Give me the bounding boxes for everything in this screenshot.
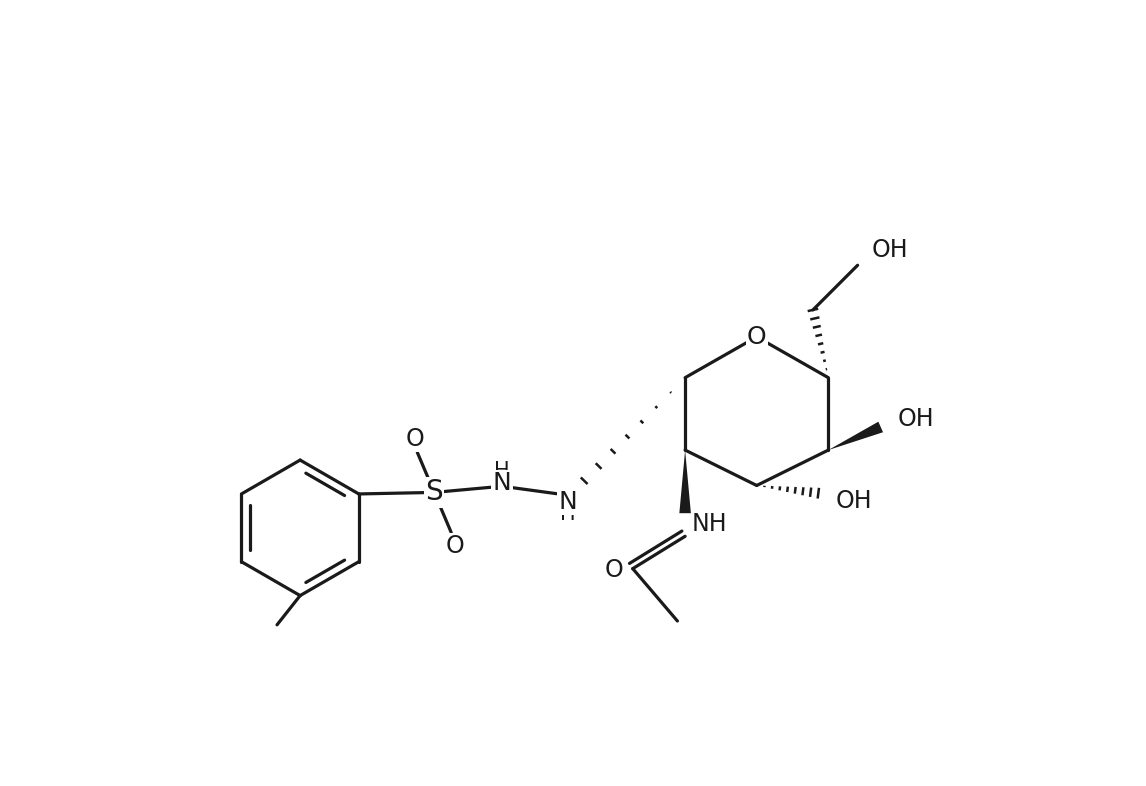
Text: OH: OH [871,238,908,262]
Text: N: N [493,471,511,495]
Text: O: O [605,558,623,582]
Text: O: O [446,534,464,558]
Text: O: O [747,325,767,349]
Text: H: H [559,504,575,524]
Text: OH: OH [835,489,872,513]
Polygon shape [680,450,691,513]
Text: S: S [425,479,444,506]
Text: O: O [406,427,424,450]
Text: N: N [558,490,576,513]
Text: H: H [494,461,510,481]
Polygon shape [829,421,884,450]
Text: NH: NH [692,512,728,536]
Text: OH: OH [897,407,934,432]
